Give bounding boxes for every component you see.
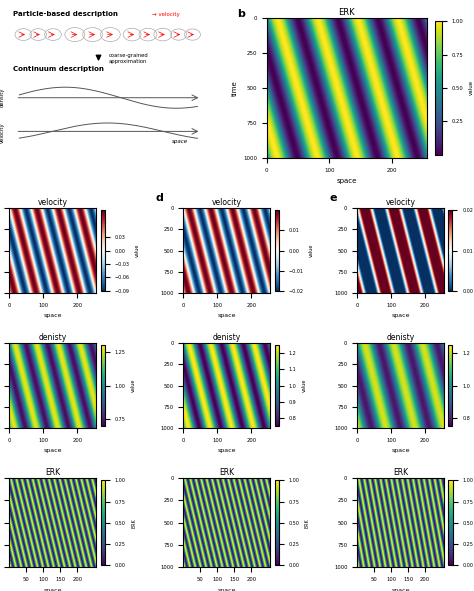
Y-axis label: value: value bbox=[301, 379, 307, 392]
Y-axis label: value: value bbox=[131, 379, 136, 392]
Text: density: density bbox=[0, 88, 5, 108]
X-axis label: space: space bbox=[218, 587, 236, 591]
Title: ERK: ERK bbox=[46, 468, 61, 478]
X-axis label: space: space bbox=[337, 178, 357, 184]
X-axis label: space: space bbox=[218, 313, 236, 319]
Text: Particle-based description: Particle-based description bbox=[13, 11, 118, 17]
X-axis label: space: space bbox=[392, 449, 410, 453]
Text: → velocity: → velocity bbox=[152, 12, 180, 17]
X-axis label: space: space bbox=[44, 313, 62, 319]
Title: velocity: velocity bbox=[212, 198, 242, 207]
X-axis label: space: space bbox=[44, 587, 62, 591]
Text: b: b bbox=[237, 8, 245, 18]
Y-axis label: value: value bbox=[135, 244, 140, 257]
Text: d: d bbox=[155, 193, 164, 203]
Y-axis label: time: time bbox=[231, 80, 237, 96]
Title: denisty: denisty bbox=[39, 333, 67, 342]
Title: denisty: denisty bbox=[386, 333, 415, 342]
Text: coarse-grained
approximation: coarse-grained approximation bbox=[109, 53, 148, 64]
Y-axis label: value: value bbox=[309, 244, 314, 257]
Text: e: e bbox=[329, 193, 337, 203]
Title: ERK: ERK bbox=[219, 468, 234, 478]
X-axis label: space: space bbox=[218, 449, 236, 453]
X-axis label: space: space bbox=[392, 587, 410, 591]
Title: velocity: velocity bbox=[38, 198, 68, 207]
X-axis label: space: space bbox=[392, 313, 410, 319]
X-axis label: space: space bbox=[44, 449, 62, 453]
Title: denisty: denisty bbox=[213, 333, 241, 342]
Title: ERK: ERK bbox=[393, 468, 408, 478]
Y-axis label: ERK: ERK bbox=[305, 518, 310, 528]
Text: Continuum description: Continuum description bbox=[13, 66, 104, 72]
Title: velocity: velocity bbox=[386, 198, 416, 207]
Title: ERK: ERK bbox=[338, 8, 355, 17]
Text: space: space bbox=[172, 139, 188, 144]
Y-axis label: ERK: ERK bbox=[131, 518, 136, 528]
Y-axis label: value: value bbox=[468, 80, 474, 96]
Text: velocity: velocity bbox=[0, 122, 5, 143]
